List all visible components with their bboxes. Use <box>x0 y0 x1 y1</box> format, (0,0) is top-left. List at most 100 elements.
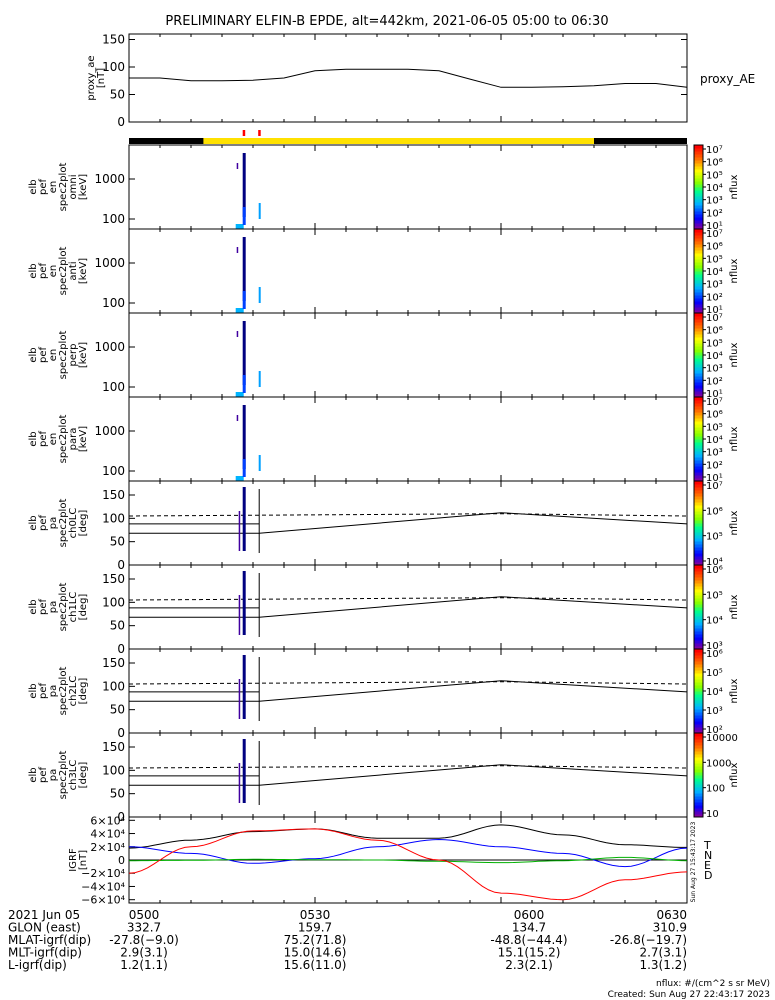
pa-panel-3-ylabel-line: pef <box>38 767 49 784</box>
colorbar-4-segment <box>694 562 703 566</box>
colorbar-3-segment <box>694 475 703 479</box>
colorbar-2-segment <box>694 316 703 320</box>
pa-panel-3-ytick-label: 50 <box>110 787 125 801</box>
igrf-legend-D: D <box>704 869 712 882</box>
colorbar-1-segment <box>694 310 703 314</box>
pa-panel-1-ytick-label: 100 <box>102 595 125 609</box>
colorbar-1-segment <box>694 274 703 278</box>
colorbar-5-segment <box>694 580 703 584</box>
pa-panel-2-ylabel-line: pa <box>48 685 59 697</box>
colorbar-4-segment <box>694 499 703 503</box>
colorbar-6-segment <box>694 679 703 683</box>
colorbar-6-segment <box>694 718 703 722</box>
energy-panel-3-flux-low <box>235 476 244 481</box>
colorbar-1-segment <box>694 283 703 287</box>
pa-panel-3-ytick-label: 100 <box>102 763 125 777</box>
colorbar-2-segment <box>694 337 703 341</box>
pa-panel-2-ylabel-line: ch2LC <box>68 676 79 707</box>
colorbar-4-segment <box>694 556 703 560</box>
colorbar-6-segment <box>694 667 703 671</box>
colorbar-1-segment <box>694 307 703 311</box>
energy-panel-1-ytick-label: 100 <box>102 296 125 310</box>
colorbar-1-segment <box>694 268 703 272</box>
colorbar-6-segment <box>694 658 703 662</box>
colorbar-0-segment <box>694 166 703 170</box>
colorbar-1-segment <box>694 289 703 293</box>
colorbar-2-segment <box>694 376 703 380</box>
ae-ylabel-line: proxy_ae <box>86 55 97 100</box>
science-zone-mark <box>242 130 246 136</box>
colorbar-0-segment <box>694 148 703 152</box>
energy-panel-2-flux-low <box>235 392 244 397</box>
colorbar-4-segment <box>694 511 703 515</box>
colorbar-5-segment <box>694 646 703 650</box>
colorbar-2-segment <box>694 394 703 398</box>
colorbar-5-segment <box>694 643 703 647</box>
colorbar-3-segment <box>694 433 703 437</box>
colorbar-1-tick-label: 10⁶ <box>706 242 723 253</box>
colorbar-4-segment <box>694 550 703 554</box>
colorbar-2-segment <box>694 346 703 350</box>
energy-panel-3-ylabel-line: en <box>48 433 59 446</box>
colorbar-6-segment <box>694 700 703 704</box>
colorbar-0-segment <box>694 214 703 218</box>
pa-panel-2-flux-streak <box>238 679 241 719</box>
igrf-D-line <box>128 828 688 901</box>
energy-panel-2-ytick-label: 1000 <box>94 340 125 354</box>
colorbar-4-segment <box>694 553 703 557</box>
pa-panel-1-ylabel-line: spec2plot <box>58 583 69 632</box>
colorbar-0-segment <box>694 208 703 212</box>
ae-ytick-label: 0 <box>117 115 125 129</box>
pa-panel-3-ylabel-line: spec2plot <box>58 751 69 800</box>
sunlit-bar <box>203 138 594 144</box>
science-zone-mark <box>258 130 261 136</box>
pa-panel-2-flux-burst <box>242 655 246 719</box>
colorbar-1-segment <box>694 292 703 296</box>
colorbar-7-segment <box>694 772 703 776</box>
energy-panel-0-flux-mid <box>242 207 246 225</box>
colorbar-4-segment <box>694 559 703 563</box>
colorbar-3-segment <box>694 445 703 449</box>
energy-panel-1-ylabel-line: [keV] <box>78 258 89 284</box>
footer-row-value: 15.6(11.0) <box>284 958 347 972</box>
colorbar-3-segment <box>694 448 703 452</box>
colorbar-7-segment <box>694 733 703 737</box>
colorbar-2-segment <box>694 370 703 374</box>
colorbar-3-tick-label: 10⁴ <box>706 435 723 446</box>
colorbar-2-segment <box>694 391 703 395</box>
colorbar-5-segment <box>694 631 703 635</box>
energy-panel-0-flux-low <box>235 224 244 229</box>
igrf-legend-T: T <box>703 839 711 852</box>
footer-row-value: 15.1(15.2) <box>498 946 561 960</box>
pa-panel-2-dashed-line <box>128 681 688 685</box>
colorbar-7-segment <box>694 778 703 782</box>
energy-panel-2-ylabel-line: spec2plot <box>58 331 69 380</box>
colorbar-0-segment <box>694 217 703 221</box>
colorbar-6-segment <box>694 697 703 701</box>
colorbar-4-segment <box>694 532 703 536</box>
igrf-ytick-label: −4×10⁴ <box>81 880 125 893</box>
pa-panel-2-ylabel-line: elb <box>28 683 39 698</box>
colorbar-1-segment <box>694 232 703 236</box>
colorbar-4-segment <box>694 517 703 521</box>
colorbar-5-tick-label: 10⁴ <box>706 616 723 627</box>
colorbar-2-segment <box>694 352 703 356</box>
colorbar-4-segment <box>694 520 703 524</box>
pa-panel-3-ylabel-line: ch3LC <box>68 760 79 791</box>
pa-panel-2-solid-curve <box>259 680 688 702</box>
energy-panel-1-flux-spot <box>236 247 239 253</box>
colorbar-5-segment <box>694 625 703 629</box>
colorbar-3-segment <box>694 457 703 461</box>
colorbar-6-tick-label: 10² <box>706 725 723 736</box>
colorbar-2-tick-label: 10⁵ <box>706 338 723 349</box>
igrf-ytick-label: 6×10⁴ <box>90 814 125 827</box>
energy-panel-0-flux-burst <box>242 153 246 217</box>
colorbar-1-label: nflux <box>729 258 740 283</box>
plot-title: PRELIMINARY ELFIN-B EPDE, alt=442km, 202… <box>165 14 608 29</box>
energy-panel-1-flux-burst <box>242 237 246 301</box>
colorbar-5-segment <box>694 571 703 575</box>
colorbar-4-segment <box>694 481 703 485</box>
footer-row-label: MLAT-igrf(dip) <box>8 933 91 947</box>
pa-panel-0-flux-burst <box>242 487 246 551</box>
colorbar-0-tick-label: 10² <box>706 208 723 219</box>
